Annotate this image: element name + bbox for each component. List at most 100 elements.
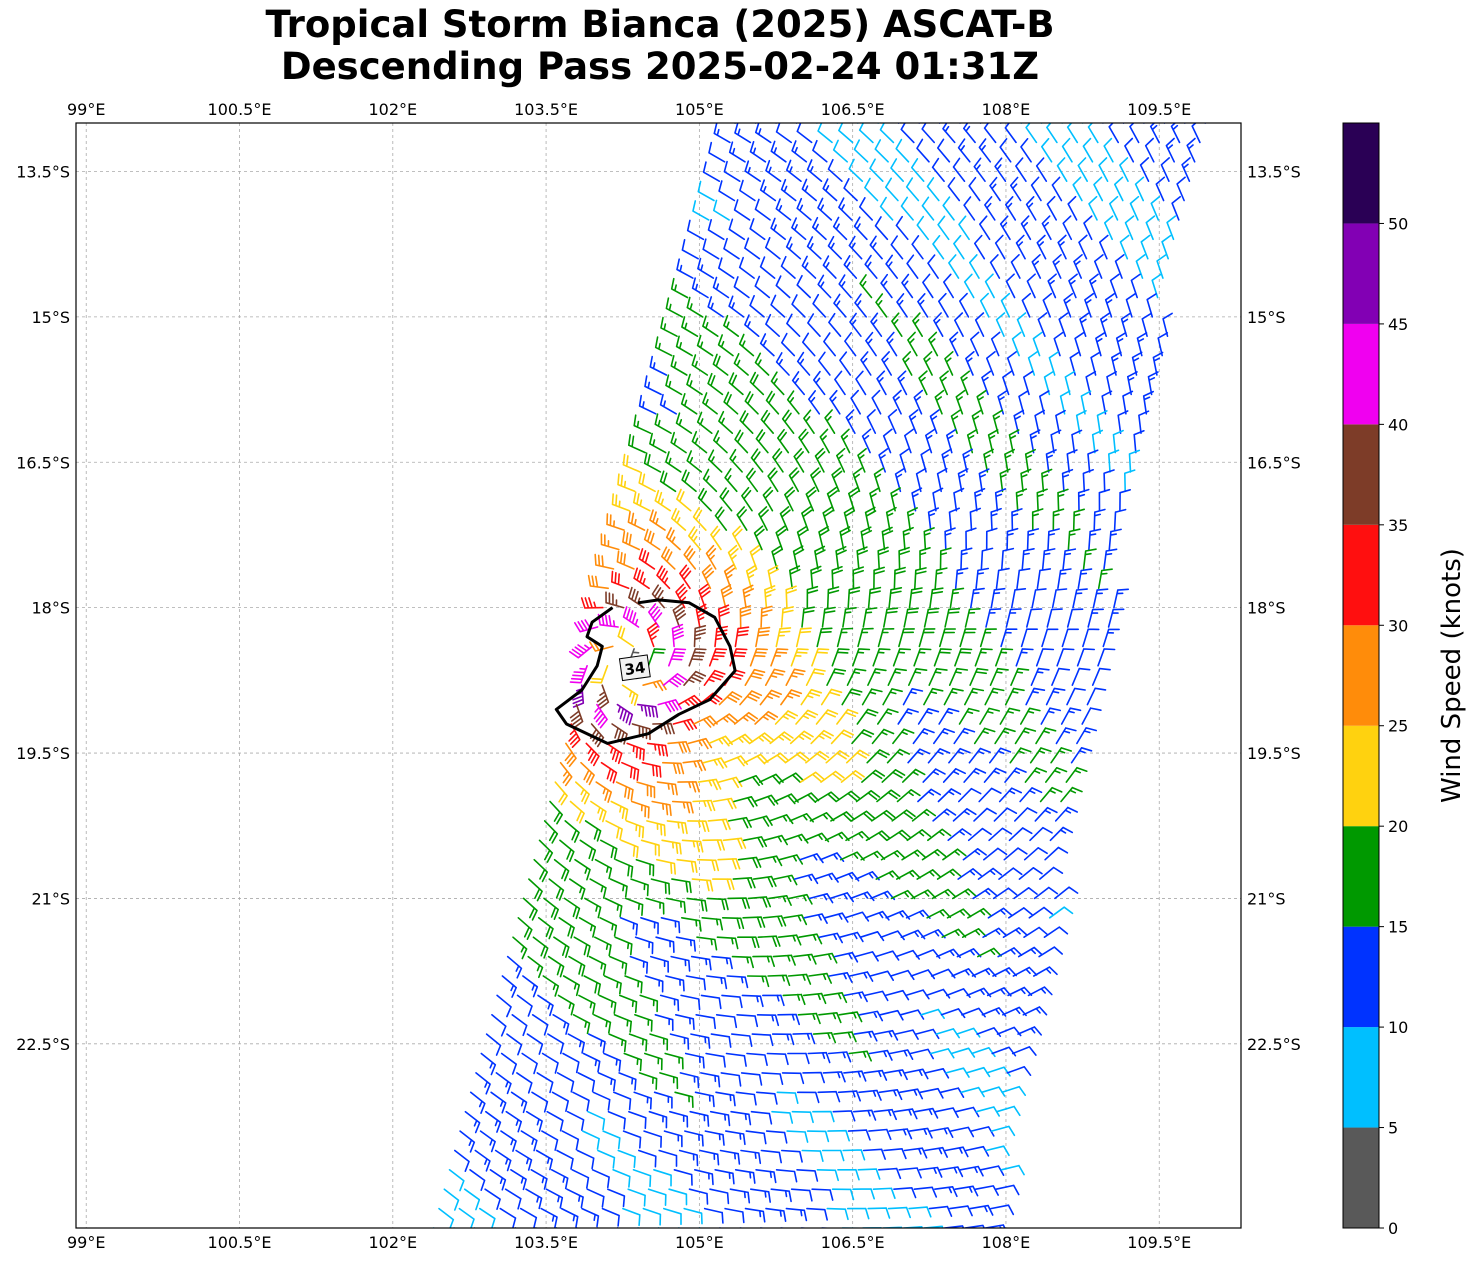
wind-barb	[504, 1188, 522, 1210]
wind-barb	[736, 506, 748, 531]
wind-barb	[1055, 409, 1066, 434]
wind-barb	[694, 1169, 714, 1186]
wind-barb	[1011, 331, 1022, 357]
wind-barb	[654, 336, 673, 357]
wind-barb	[692, 507, 707, 531]
wind-barb	[959, 292, 970, 318]
wind-barb	[630, 878, 649, 897]
wind-barb	[745, 564, 758, 590]
wind-barb	[963, 273, 975, 299]
wind-barb	[953, 487, 965, 512]
wind-barb	[1020, 707, 1041, 725]
wind-barb	[678, 1149, 699, 1167]
wind-barb	[838, 197, 853, 221]
contour-label: 34	[623, 658, 646, 679]
wind-barb	[554, 781, 568, 806]
wind-barb	[942, 768, 966, 783]
wind-barb	[786, 313, 801, 337]
wind-barb	[723, 564, 736, 590]
wind-barb	[706, 897, 729, 911]
wind-barb	[814, 872, 839, 883]
wind-barb	[566, 1110, 585, 1131]
wind-barb	[979, 123, 982, 124]
colorbar-tick-label: 20	[1388, 817, 1408, 836]
wind-barb	[579, 839, 597, 862]
wind-barb	[958, 787, 982, 803]
wind-barb	[915, 949, 941, 959]
wind-barb	[1051, 176, 1063, 202]
wind-barb	[770, 648, 789, 667]
wind-barb	[868, 1128, 892, 1140]
wind-barb	[531, 1014, 549, 1036]
wind-barb	[545, 1188, 564, 1209]
wind-barb	[686, 219, 705, 241]
wind-barb	[515, 1149, 533, 1171]
wind-barb	[645, 897, 665, 915]
wind-barb	[631, 800, 650, 819]
wind-barb	[817, 123, 833, 144]
wind-barb	[918, 1166, 943, 1178]
wind-barb	[792, 545, 805, 570]
wind-barb	[768, 895, 792, 906]
wind-barb	[675, 1014, 695, 1030]
wind-barb	[787, 973, 812, 985]
wind-barb	[1029, 747, 1052, 764]
wind-barb	[1083, 215, 1093, 241]
wind-barb	[948, 667, 969, 686]
wind-barb	[613, 1014, 632, 1033]
wind-barb	[843, 178, 858, 202]
wind-barb	[1014, 807, 1038, 822]
wind-barb	[886, 829, 911, 842]
wind-barb	[432, 1227, 436, 1228]
wind-barb	[1054, 886, 1079, 900]
wind-barb	[873, 566, 885, 590]
wind-barb	[672, 603, 687, 628]
wind-barb	[978, 138, 992, 163]
wind-barb	[681, 839, 704, 853]
wind-barb	[616, 550, 635, 570]
wind-barb	[1071, 667, 1091, 686]
wind-barb	[671, 800, 694, 814]
wind-barb	[721, 917, 745, 930]
wind-barb	[673, 1169, 693, 1186]
wind-barb	[861, 688, 883, 706]
wind-barb	[578, 917, 596, 938]
wind-barb	[1062, 215, 1073, 241]
wind-barb	[885, 254, 898, 279]
wind-barb	[819, 852, 845, 862]
wind-barb	[862, 607, 878, 628]
wind-barb	[759, 689, 782, 706]
wind-barb	[559, 761, 573, 787]
wind-barb	[669, 1033, 690, 1050]
wind-barb	[499, 1207, 517, 1228]
wind-barb	[586, 1188, 605, 1208]
wind-barb	[739, 605, 752, 628]
wind-barb	[702, 839, 725, 851]
wind-barb	[725, 1130, 746, 1146]
wind-barb	[1098, 157, 1109, 182]
wind-barb	[547, 955, 565, 978]
wind-barb	[745, 467, 759, 493]
wind-barb	[860, 526, 873, 551]
wind-barb	[767, 467, 779, 493]
wind-barb	[640, 917, 659, 935]
wind-barb	[1005, 608, 1022, 628]
wind-barb	[1138, 410, 1150, 434]
wind-barb	[947, 177, 961, 202]
wind-barb	[543, 897, 559, 920]
wind-barb	[822, 1071, 846, 1083]
wind-barb	[943, 1225, 965, 1228]
wind-barb	[895, 949, 920, 960]
wind-barb	[886, 331, 898, 357]
wind-barb	[954, 648, 973, 667]
wind-barb	[897, 123, 900, 124]
wind-barb	[797, 1012, 821, 1025]
wind-barb	[665, 374, 683, 396]
wind-barb	[596, 1227, 600, 1228]
wind-barb	[1044, 846, 1069, 861]
wind-barb	[933, 648, 952, 667]
wind-barb	[931, 888, 957, 900]
wind-barb	[810, 729, 834, 745]
wind-barb	[749, 218, 766, 241]
wind-barb	[670, 355, 688, 376]
